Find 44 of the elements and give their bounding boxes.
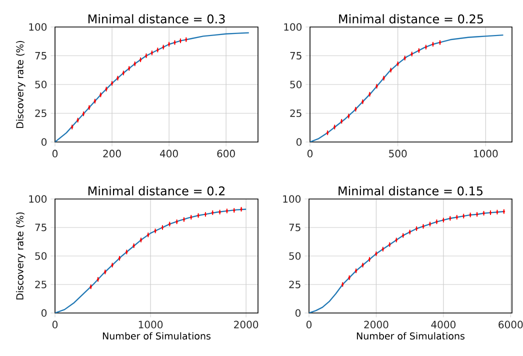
y-tick-label: 0 [42,309,47,317]
y-tick-label: 25 [290,109,302,118]
y-axis-title: Discovery rate (%) [16,40,26,128]
x-tick-label: 2000 [364,320,388,328]
x-axis-title: Number of Simulations [102,332,210,340]
y-tick-label: 100 [29,195,47,203]
y-tick-label: 0 [42,138,47,146]
y-tick-label: 100 [29,23,47,31]
y-tick-label: 25 [35,280,46,288]
y-tick-label: 75 [290,52,302,60]
x-tick-label: 500 [389,150,407,158]
chart-title: Minimal distance = 0.2 [88,186,225,196]
line-series [55,32,250,142]
y-tick-label: 100 [283,195,301,203]
y-tick-label: 75 [35,52,46,60]
chart-title: Minimal distance = 0.3 [88,14,225,24]
y-tick-label: 50 [35,80,47,88]
x-tick-label: 0 [307,150,313,158]
x-axis-title: Number of Simulations [356,332,464,340]
x-tick-label: 600 [217,150,235,158]
x-tick-label: 1000 [474,150,498,158]
x-tick-label: 2000 [234,320,258,328]
x-tick-label: 4000 [431,320,456,328]
line-series [55,208,247,313]
y-tick-label: 100 [284,23,302,31]
y-tick-label: 25 [35,109,46,118]
y-tick-label: 75 [289,224,300,232]
y-axis-title: Discovery rate (%) [16,212,26,300]
x-tick-label: 6000 [498,320,523,328]
chart-title: Minimal distance = 0.15 [338,186,482,196]
y-tick-label: 0 [295,309,301,317]
x-tick-label: 200 [103,150,121,158]
y-tick-label: 0 [296,138,302,146]
x-tick-label: 0 [52,150,58,158]
y-tick-label: 50 [35,252,47,260]
chart-title: Minimal distance = 0.25 [339,14,483,24]
x-tick-label: 0 [306,320,312,328]
y-tick-label: 25 [289,280,300,288]
y-tick-label: 75 [35,224,46,232]
x-tick-label: 0 [52,320,58,328]
x-tick-label: 1000 [138,320,163,328]
x-tick-label: 400 [160,150,178,158]
y-tick-label: 50 [290,80,302,88]
y-tick-label: 50 [289,252,301,260]
